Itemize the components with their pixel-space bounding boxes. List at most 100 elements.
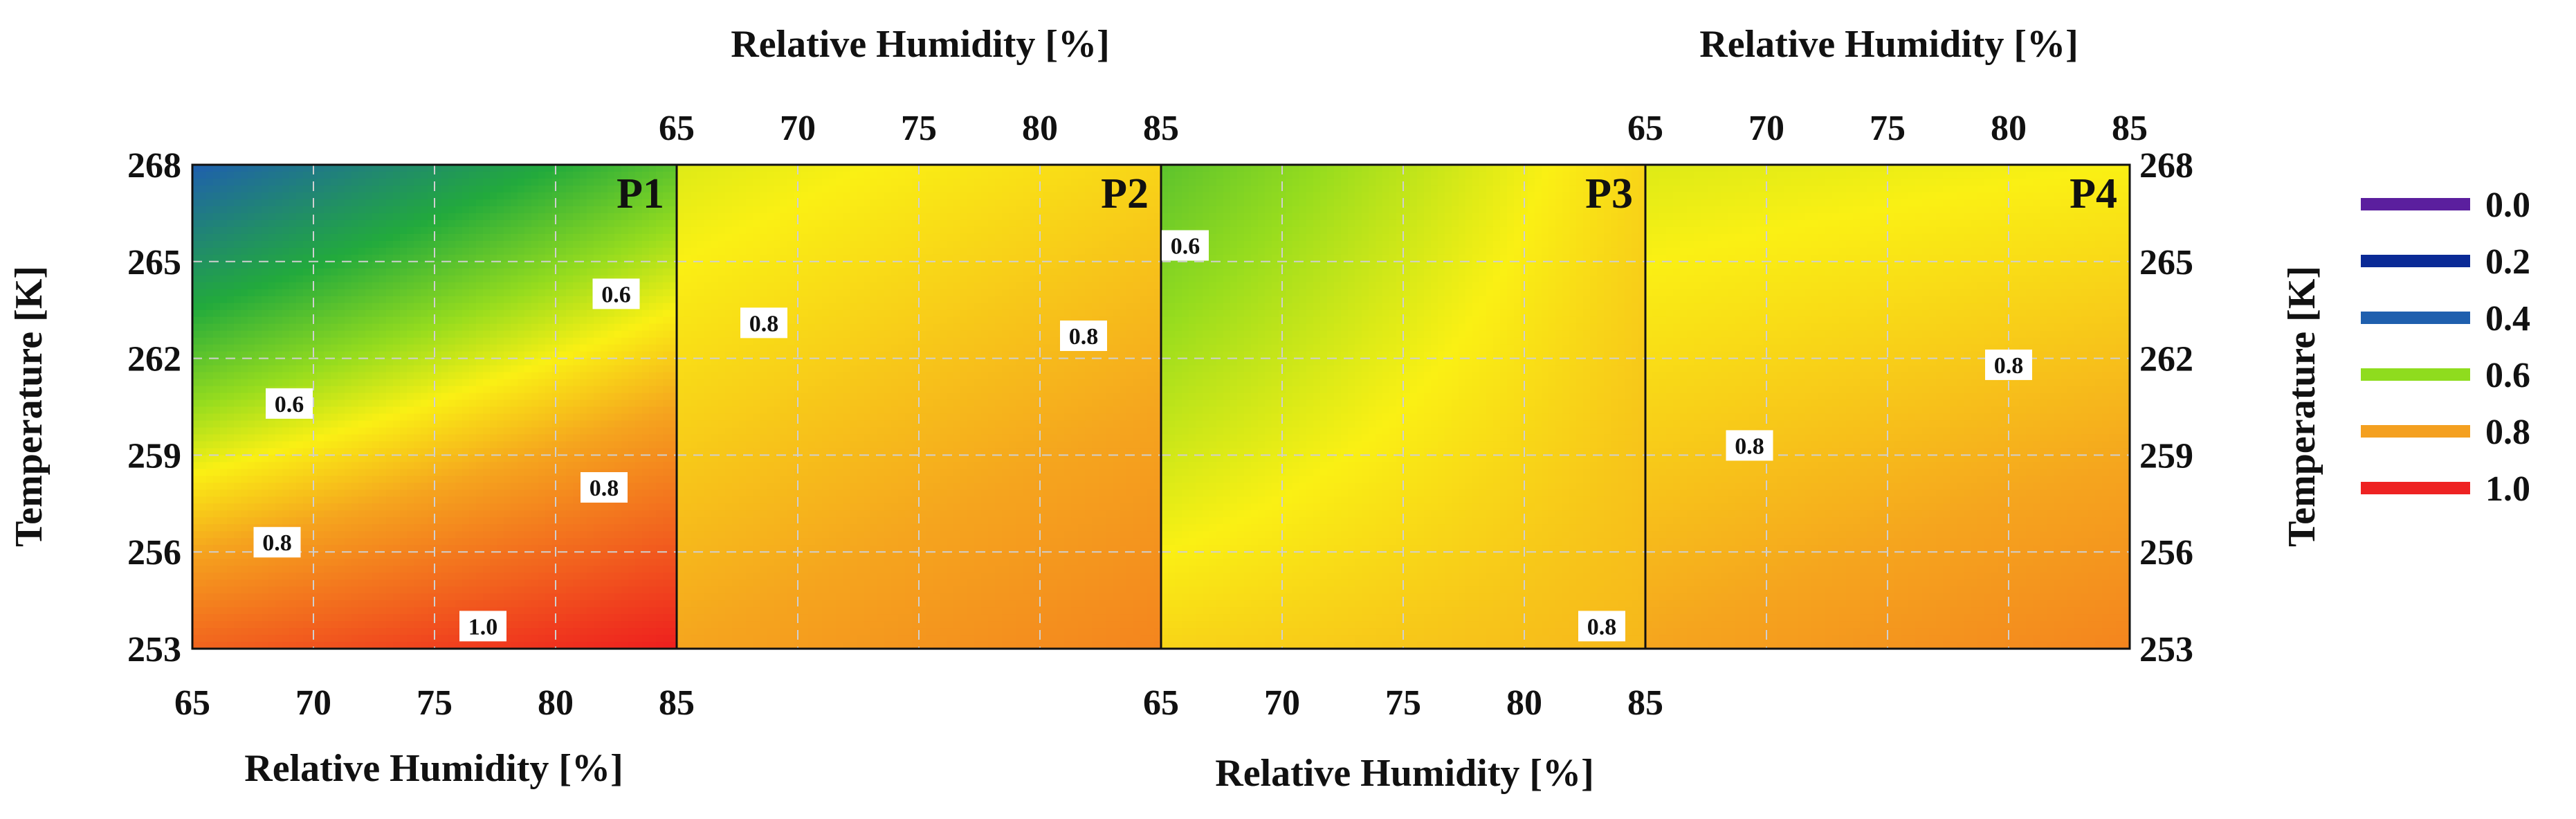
heatmap-cell: [248, 186, 255, 193]
heatmap-cell: [317, 172, 325, 179]
heatmap-cell: [559, 628, 567, 636]
heatmap-cell: [213, 379, 221, 387]
heatmap-cell: [206, 366, 214, 373]
heatmap-cell: [580, 503, 587, 511]
heatmap-cell: [213, 192, 221, 200]
heatmap-cell: [441, 338, 449, 345]
heatmap-cell: [490, 199, 497, 207]
heatmap-cell: [296, 276, 304, 283]
heatmap-cell: [628, 559, 636, 566]
heatmap-cell: [524, 282, 532, 290]
heatmap-cell: [642, 469, 650, 476]
heatmap-cell: [476, 559, 484, 566]
heatmap-cell: [663, 524, 670, 532]
heatmap-cell: [628, 324, 636, 332]
heatmap-cell: [234, 269, 241, 276]
heatmap-cell: [566, 310, 574, 318]
heatmap-cell: [262, 469, 269, 476]
heatmap-cell: [331, 531, 338, 539]
heatmap-cell: [331, 614, 338, 622]
heatmap-cell: [739, 165, 747, 172]
heatmap-cell: [220, 503, 228, 511]
heatmap-cell: [255, 607, 262, 615]
heatmap-cell: [476, 517, 484, 525]
heatmap-cell: [255, 227, 262, 235]
heatmap-cell: [483, 476, 491, 483]
heatmap-cell: [345, 462, 352, 469]
heatmap-cell: [317, 462, 325, 469]
heatmap-cell: [469, 434, 477, 442]
heatmap-cell: [483, 393, 491, 401]
heatmap-cell: [559, 296, 567, 304]
heatmap-cell: [338, 407, 345, 415]
heatmap-cell: [476, 317, 484, 325]
heatmap-cell: [192, 579, 200, 587]
heatmap-cell: [338, 427, 345, 435]
heatmap-cell: [365, 462, 373, 469]
heatmap-cell: [504, 303, 511, 311]
heatmap-cell: [365, 262, 373, 269]
heatmap-cell: [414, 496, 421, 504]
heatmap-cell: [545, 496, 553, 504]
heatmap-cell: [504, 400, 511, 408]
heatmap-cell: [511, 206, 518, 214]
heatmap-cell: [587, 241, 594, 249]
heatmap-cell: [414, 310, 421, 318]
heatmap-cell: [241, 165, 248, 172]
heatmap-cell: [199, 338, 207, 345]
heatmap-cell: [621, 248, 629, 255]
heatmap-cell: [566, 338, 574, 345]
heatmap-cell: [213, 600, 221, 608]
heatmap-cell: [421, 635, 428, 642]
heatmap-cell: [455, 227, 463, 235]
heatmap-cell: [407, 400, 414, 408]
heatmap-cell: [511, 496, 518, 504]
heatmap-cell: [234, 303, 241, 311]
heatmap-cell: [386, 455, 394, 462]
heatmap-cell: [331, 248, 338, 255]
heatmap-cell: [268, 352, 276, 359]
heatmap-cell: [262, 296, 269, 304]
heatmap-cell: [504, 600, 511, 608]
heatmap-cell: [435, 586, 442, 594]
heatmap-cell: [635, 324, 643, 332]
heatmap-cell: [524, 573, 532, 580]
heatmap-cell: [289, 517, 297, 525]
heatmap-cell: [400, 503, 408, 511]
heatmap-cell: [407, 386, 414, 394]
heatmap-cell: [608, 192, 615, 200]
heatmap-cell: [483, 192, 491, 200]
heatmap-cell: [199, 628, 207, 636]
heatmap-cell: [206, 199, 214, 207]
heatmap-cell: [199, 165, 207, 172]
heatmap-cell: [538, 566, 546, 573]
heatmap-cell: [213, 441, 221, 449]
heatmap-cell: [358, 427, 366, 435]
heatmap-cell: [289, 310, 297, 318]
heatmap-cell: [248, 199, 255, 207]
heatmap-cell: [400, 441, 408, 449]
heatmap-cell: [580, 593, 587, 601]
heatmap-cell: [628, 510, 636, 518]
heatmap-cell: [338, 338, 345, 345]
heatmap-cell: [393, 248, 401, 255]
heatmap-cell: [649, 531, 657, 539]
heatmap-cell: [275, 269, 283, 276]
heatmap-cell: [407, 434, 414, 442]
heatmap-cell: [192, 469, 200, 476]
heatmap-cell: [462, 489, 470, 497]
heatmap-cell: [351, 366, 359, 373]
heatmap-cell: [379, 220, 387, 228]
heatmap-cell: [601, 524, 608, 532]
heatmap-cell: [455, 172, 463, 179]
heatmap-cell: [663, 220, 670, 228]
heatmap-cell: [511, 310, 518, 318]
heatmap-cell: [573, 269, 581, 276]
heatmap-cell: [331, 282, 338, 290]
heatmap-cell: [365, 289, 373, 297]
heatmap-cell: [455, 427, 463, 435]
heatmap-cell: [213, 413, 221, 421]
heatmap-cell: [649, 469, 657, 476]
heatmap-cell: [400, 407, 408, 415]
heatmap-cell: [524, 386, 532, 394]
